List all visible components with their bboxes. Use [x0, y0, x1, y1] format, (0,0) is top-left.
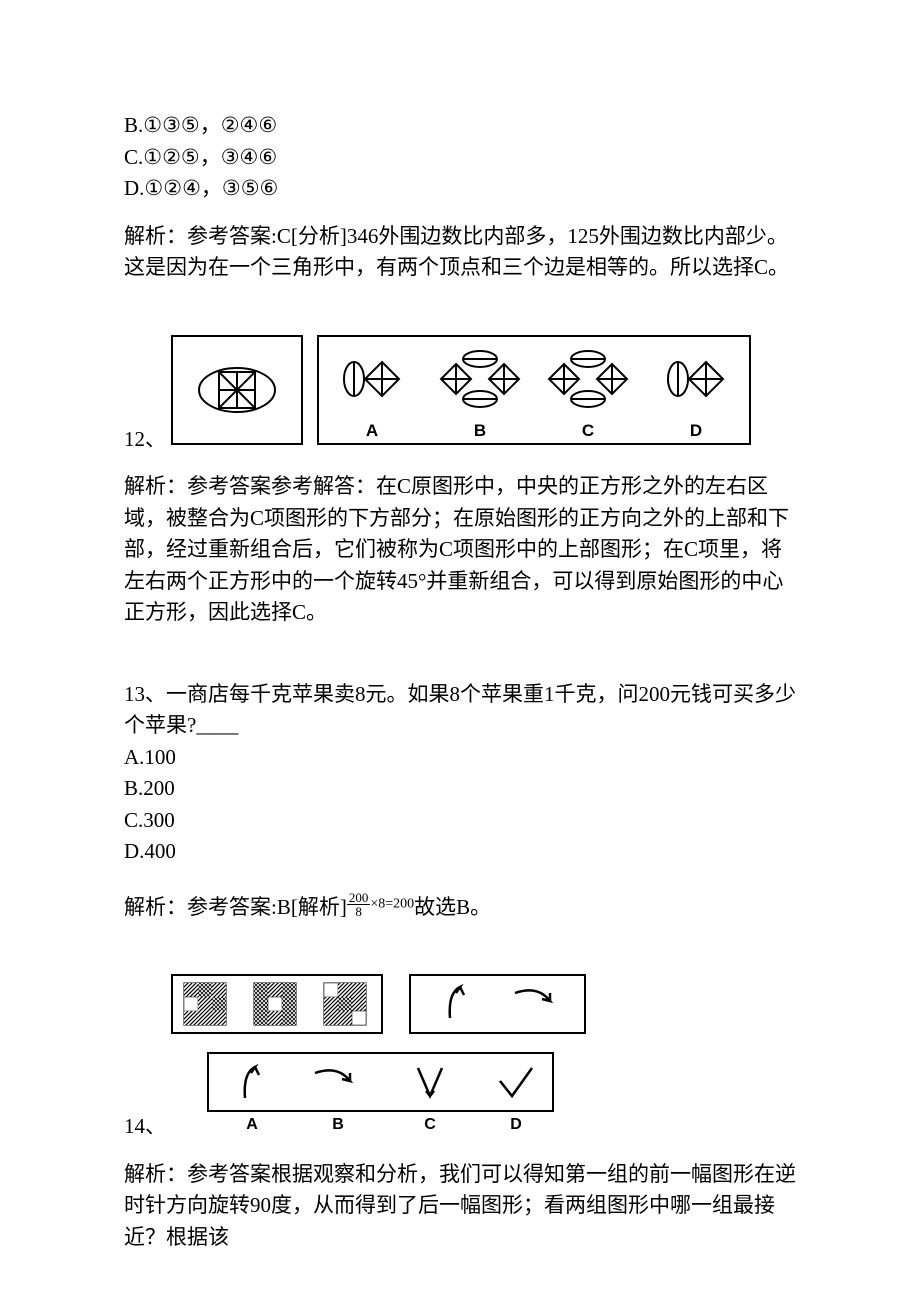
svg-text:A: A: [246, 1116, 258, 1133]
q13-analysis-suffix: 故选B。: [414, 895, 491, 919]
q13-options: A.100 B.200 C.300 D.400: [124, 742, 796, 868]
q14-number: 14、: [124, 1111, 166, 1143]
q12-number: 12、: [124, 424, 166, 456]
svg-text:B: B: [332, 1116, 344, 1133]
q13-text: 13、一商店每千克苹果卖8元。如果8个苹果重1千克，问200元钱可买多少个苹果?…: [124, 679, 796, 742]
q13-analysis: 解析：参考答案:B[解析]2008×8=200故选B。: [124, 892, 796, 924]
q13-option-c: C.300: [124, 805, 796, 837]
svg-text:B: B: [474, 421, 486, 440]
svg-text:A: A: [366, 421, 378, 440]
svg-text:C: C: [582, 421, 594, 440]
q13-option-a: A.100: [124, 742, 796, 774]
q14-analysis: 解析：参考答案根据观察和分析，我们可以得知第一组的前一幅图形在逆时针方向旋转90…: [124, 1159, 796, 1254]
q12-row: 12、 A: [124, 334, 796, 456]
q13-option-d: D.400: [124, 836, 796, 868]
formula-icon: 2008×8=200: [347, 891, 414, 918]
q12-analysis: 解析：参考答案参考解答：在C原图形中，中央的正方形之外的左右区域，被整合为C项图…: [124, 471, 796, 629]
option-c: C.①②⑤，③④⑥: [124, 142, 796, 174]
q13-analysis-prefix: 解析：参考答案:B[解析]: [124, 895, 347, 919]
q13-block: 13、一商店每千克苹果卖8元。如果8个苹果重1千克，问200元钱可买多少个苹果?…: [124, 679, 796, 924]
option-d: D.①②④，③⑤⑥: [124, 173, 796, 205]
q14-figure: A B C D: [170, 973, 590, 1143]
q12-figure: A B: [170, 334, 752, 456]
svg-text:C: C: [424, 1116, 436, 1133]
option-b: B.①③⑤，②④⑥: [124, 110, 796, 142]
svg-text:D: D: [690, 421, 702, 440]
q14-row: 14、: [124, 973, 796, 1143]
svg-text:D: D: [510, 1116, 522, 1133]
q13-option-b: B.200: [124, 773, 796, 805]
q11-analysis: 解析：参考答案:C[分析]346外围边数比内部多，125外围边数比内部少。这是因…: [124, 221, 796, 284]
q11-options-continued: B.①③⑤，②④⑥ C.①②⑤，③④⑥ D.①②④，③⑤⑥: [124, 110, 796, 205]
